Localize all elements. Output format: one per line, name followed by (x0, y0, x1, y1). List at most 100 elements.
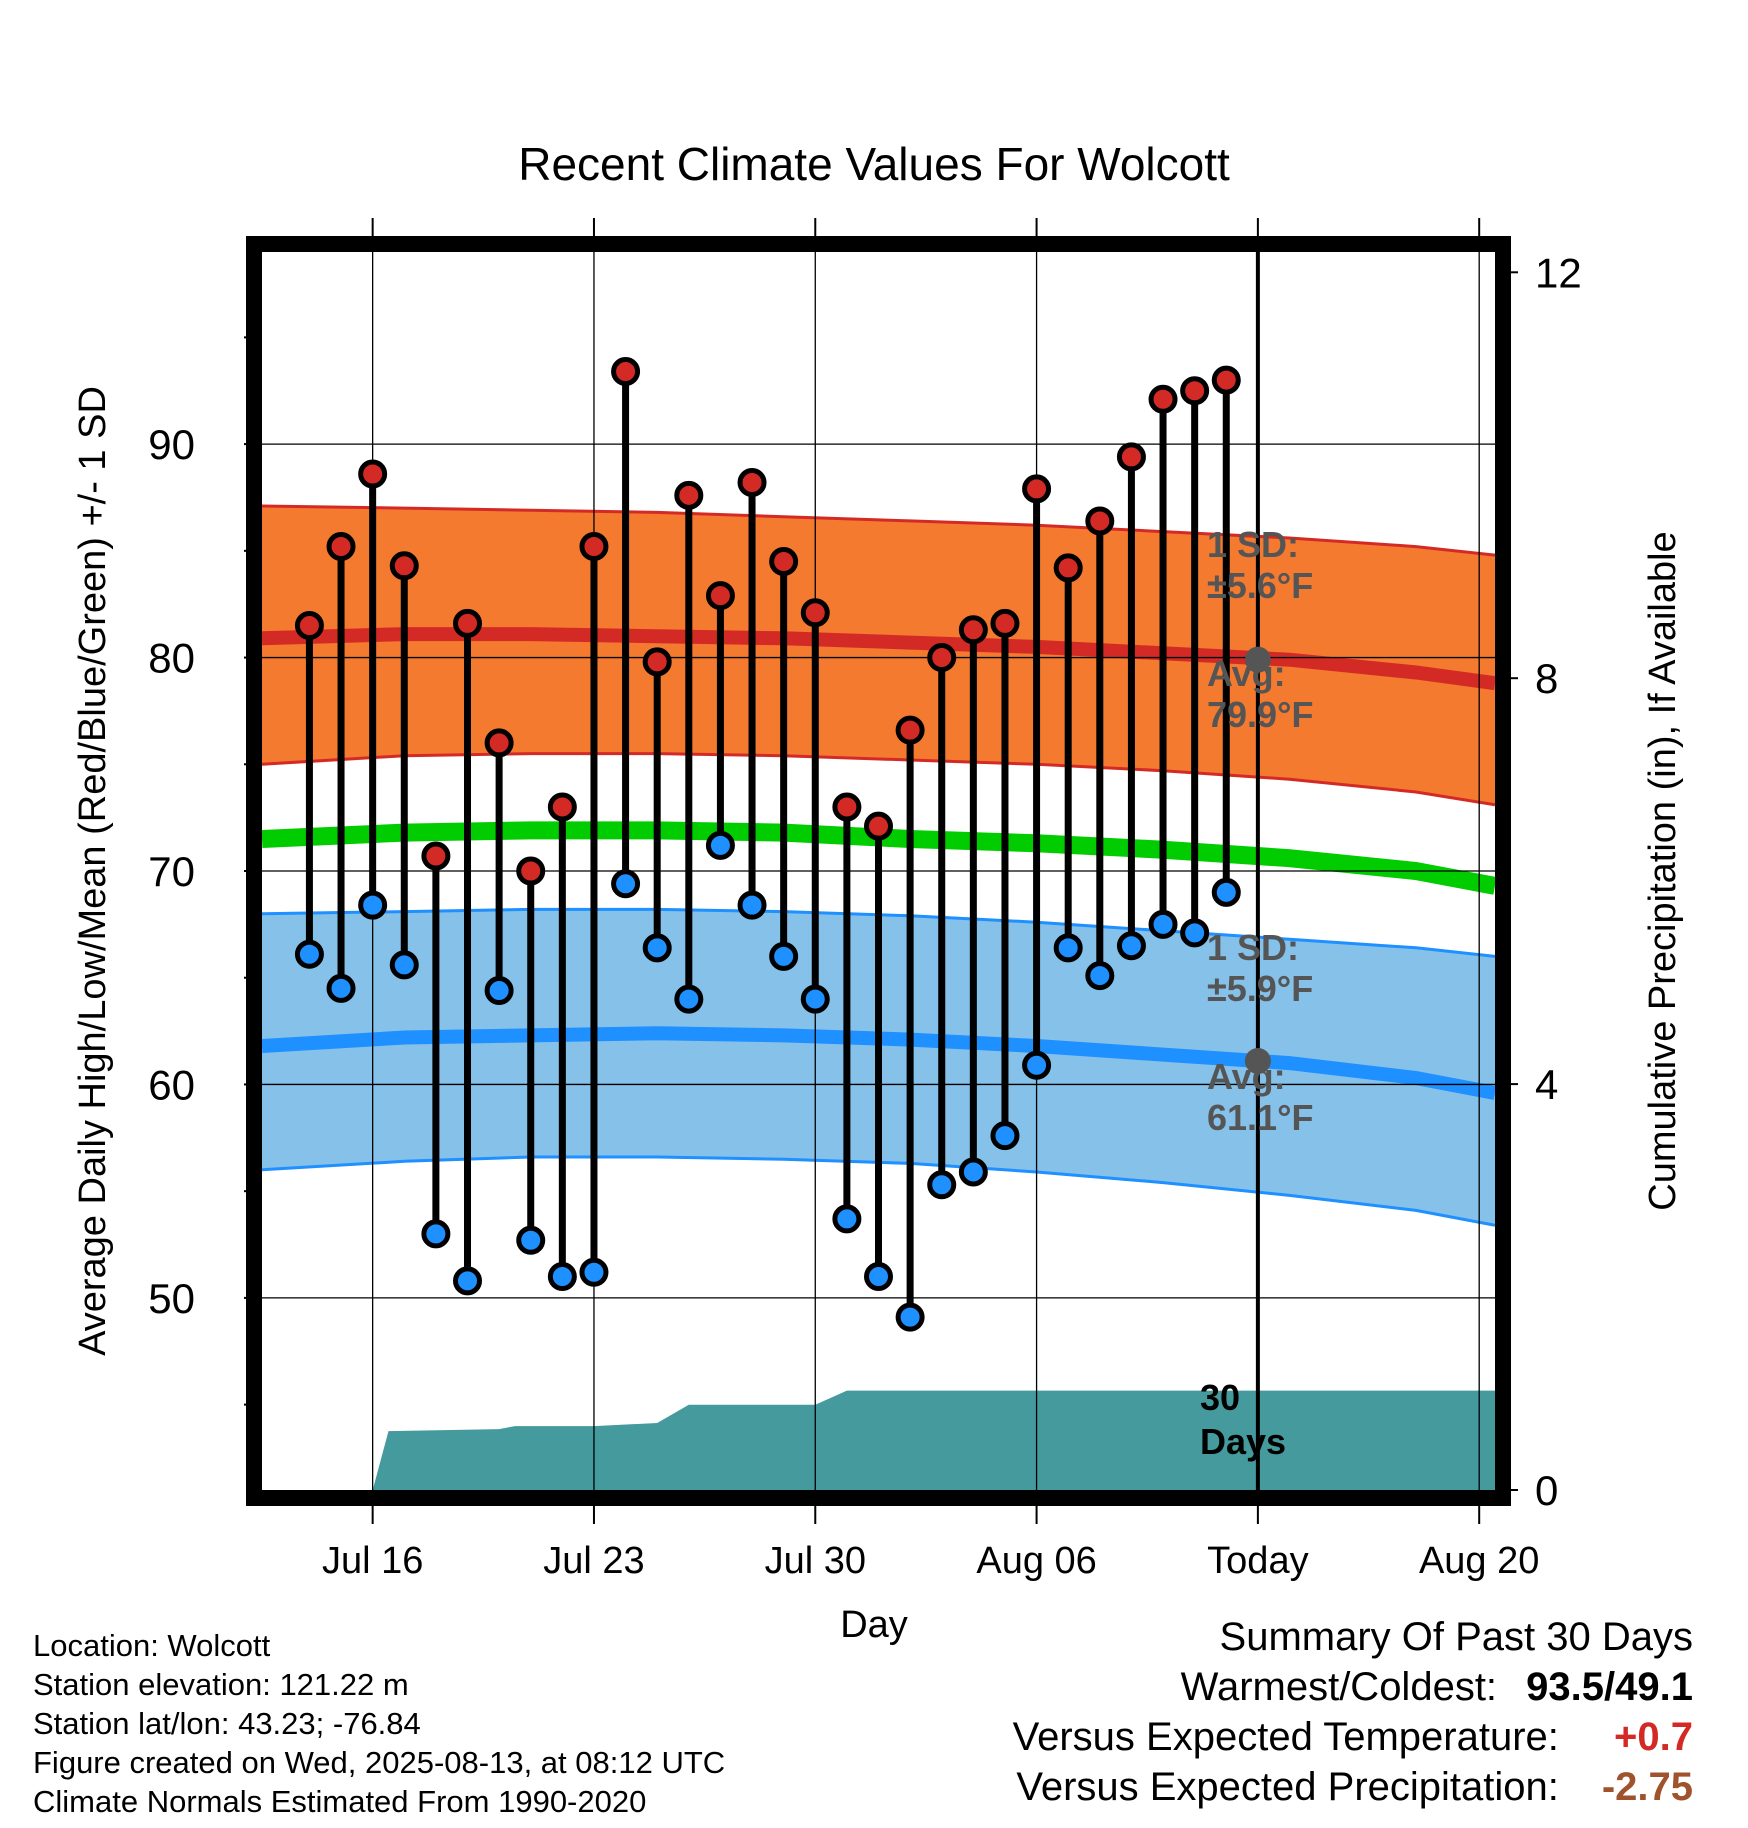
low-point (579, 1257, 609, 1287)
low-point (294, 939, 324, 969)
precip-delta-label: Versus Expected Precipitation: (1016, 1765, 1559, 1809)
high-point (1148, 384, 1178, 414)
label-layer: 50 60 70 80 90 0 4 8 12 Jul 16 Jul 23 Jul 30 Aug 06 T… (72, 138, 1684, 1646)
low-point (927, 1170, 957, 1200)
normal-high-band (262, 506, 1495, 805)
low-point (516, 1225, 546, 1255)
chart-title: Recent Climate Values For Wolcott (518, 138, 1230, 190)
high-point (1053, 553, 1083, 583)
low-point (958, 1157, 988, 1187)
latlon-text: Station lat/lon: 43.23; -76.84 (33, 1706, 421, 1741)
high-point (800, 598, 830, 628)
high-point (611, 357, 641, 387)
high-point (864, 811, 893, 841)
high-point (674, 480, 704, 510)
high-point (453, 608, 482, 638)
low-point (1116, 931, 1146, 961)
low-point (800, 984, 830, 1014)
low-point (1053, 933, 1083, 963)
y2-tick-label: 0 (1535, 1467, 1558, 1514)
high-point (958, 615, 988, 645)
y-tick-label: 60 (148, 1061, 195, 1108)
x-tick-label: Jul 16 (322, 1540, 423, 1582)
summary-panel: Summary Of Past 30 Days Warmest/Coldest:… (1013, 1612, 1693, 1812)
low-point (864, 1262, 893, 1292)
low-point (1180, 918, 1210, 948)
low-point (1085, 961, 1115, 991)
low-point (547, 1262, 577, 1292)
obs-layer (294, 357, 1241, 1332)
low-sd-annotation: 1 SD: ±5.9°F (1207, 927, 1313, 1009)
normal-high-upper-line (262, 504, 1495, 557)
high-point (358, 459, 388, 489)
precip-delta-value: -2.75 (1601, 1765, 1693, 1809)
low-point (484, 976, 514, 1006)
high-avg-annotation: Avg: 79.9°F (1207, 653, 1313, 735)
low-point (990, 1121, 1020, 1151)
high-point (579, 532, 609, 562)
low-point (453, 1266, 482, 1296)
today-days-label: 30 Days (1200, 1377, 1286, 1462)
y-axis-label: Average Daily High/Low/Mean (Red/Blue/Gr… (72, 386, 114, 1356)
low-point (737, 890, 767, 920)
low-point (1148, 909, 1178, 939)
low-avg-annotation-line: 61.1°F (1207, 1097, 1313, 1138)
high-point (895, 715, 925, 745)
low-point (421, 1219, 451, 1249)
low-point (895, 1302, 925, 1332)
low-point (642, 933, 672, 963)
x-tick-label: Today (1207, 1540, 1308, 1582)
high-point (990, 608, 1020, 638)
low-sd-annotation-line: ±5.9°F (1207, 968, 1313, 1009)
high-point (1211, 365, 1241, 395)
x-axis-label: Day (840, 1604, 908, 1646)
today-days-label-line: 30 (1200, 1377, 1240, 1418)
low-sd-annotation-line: 1 SD: (1207, 927, 1299, 968)
elevation-text: Station elevation: 121.22 m (33, 1667, 409, 1702)
high-point (326, 532, 356, 562)
high-sd-annotation-line: 1 SD: (1207, 524, 1299, 565)
normals-text: Climate Normals Estimated From 1990-2020 (33, 1784, 647, 1819)
high-point (737, 468, 767, 498)
today-low-marker (1244, 1047, 1271, 1074)
low-avg-annotation-line: Avg: (1207, 1056, 1286, 1097)
y-tick-label: 90 (148, 421, 195, 468)
low-point (326, 973, 356, 1003)
low-point (1211, 877, 1241, 907)
normal-high-avg-line (262, 627, 1495, 691)
x-tick-label: Aug 06 (976, 1540, 1096, 1582)
low-point (769, 941, 799, 971)
y2-tick-label: 12 (1535, 249, 1582, 296)
high-point (484, 728, 514, 758)
frame-layer (244, 218, 1518, 1524)
y2-axis-label: Cumulative Precipitation (in), If Availa… (1642, 531, 1684, 1210)
high-point (389, 551, 419, 581)
low-avg-annotation: Avg: 61.1°F (1207, 1056, 1313, 1138)
summary-title: Summary Of Past 30 Days (1219, 1615, 1693, 1659)
high-point (294, 611, 324, 641)
x-tick-label: Jul 30 (765, 1540, 866, 1582)
x-tick-label: Jul 23 (543, 1540, 644, 1582)
high-point (705, 581, 735, 611)
temp-delta-value: +0.7 (1614, 1715, 1693, 1759)
high-point (769, 547, 799, 576)
warm-cold-value: 93.5/49.1 (1526, 1665, 1693, 1709)
high-point (1116, 442, 1146, 472)
x-tick-label: Aug 20 (1419, 1540, 1539, 1582)
band-layer (262, 504, 1495, 1490)
today-days-label-line: Days (1200, 1421, 1286, 1462)
low-point (611, 869, 641, 899)
y-tick-label: 50 (148, 1275, 195, 1322)
high-avg-annotation-line: Avg: (1207, 653, 1286, 694)
warm-cold-label: Warmest/Coldest: (1180, 1665, 1498, 1709)
high-point (421, 841, 451, 871)
low-point (705, 830, 735, 860)
y2-tick-label: 4 (1535, 1061, 1558, 1108)
low-point (674, 984, 704, 1014)
high-avg-annotation-line: 79.9°F (1207, 694, 1313, 735)
high-sd-annotation: 1 SD: ±5.6°F (1207, 524, 1313, 606)
y2-tick-label: 8 (1535, 655, 1558, 702)
low-point (1022, 1050, 1052, 1080)
today-high-marker (1244, 646, 1271, 673)
high-point (516, 856, 546, 886)
